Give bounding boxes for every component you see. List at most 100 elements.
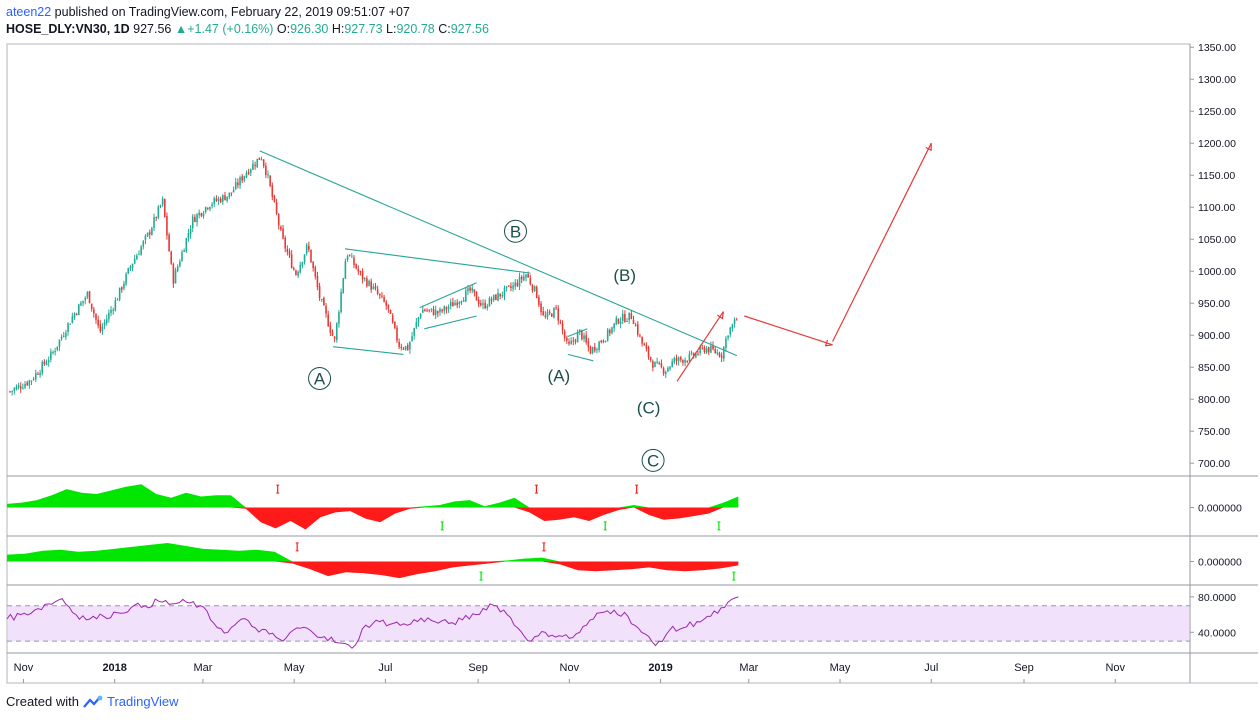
candle-body <box>469 287 471 291</box>
candle-body <box>299 264 302 273</box>
candle-body <box>277 214 280 226</box>
publish-info: published on TradingView.com, February 2… <box>51 5 410 19</box>
candle-body <box>383 296 385 302</box>
candle-body <box>142 241 145 247</box>
candle-body <box>568 341 570 344</box>
candle-body <box>720 355 723 358</box>
candle-body <box>340 291 342 312</box>
low-value: 920.78 <box>396 22 435 36</box>
candle-body <box>428 309 431 311</box>
symbol-name: HOSE_DLY:VN30, 1D <box>6 22 130 36</box>
candle-body <box>402 348 405 350</box>
candle-body <box>505 286 508 288</box>
author-link[interactable]: ateen22 <box>6 5 52 19</box>
price-tick-label: 950.00 <box>1198 298 1230 310</box>
candle-body <box>331 332 334 336</box>
candle-body <box>628 312 630 321</box>
candle-body <box>24 383 26 388</box>
candle-body <box>247 171 250 174</box>
candle-body <box>45 363 48 365</box>
candle-body <box>183 250 185 252</box>
candle-body <box>265 165 267 175</box>
time-tick-label: Jul <box>924 662 938 674</box>
candle-body <box>245 172 248 178</box>
candle-body <box>716 352 719 354</box>
candle-body <box>86 292 89 298</box>
candle-body <box>456 302 458 306</box>
candle-body <box>200 213 203 216</box>
candle-body <box>404 346 407 350</box>
candle-body <box>445 307 448 310</box>
candle-body <box>9 391 11 393</box>
wave-label: (B) <box>613 266 636 285</box>
price-tick-label: 1350.00 <box>1198 42 1236 54</box>
candle-body <box>105 318 108 324</box>
candle-body <box>194 217 196 222</box>
candle-body <box>581 330 583 340</box>
candle-body <box>619 321 622 325</box>
candle-body <box>217 198 220 202</box>
open-value: 926.30 <box>290 22 329 36</box>
candle-body <box>510 286 512 289</box>
candle-body <box>37 373 39 375</box>
candle-body <box>391 315 394 323</box>
candle-body <box>125 273 127 285</box>
candle-body <box>542 311 544 315</box>
candle-body <box>512 285 514 289</box>
candle-body <box>572 340 575 342</box>
trendline <box>332 346 404 355</box>
candle-body <box>419 313 422 318</box>
candle-body <box>658 363 661 365</box>
candle-body <box>477 299 480 305</box>
oscillator-2-axis-label: 0.000000 <box>1198 557 1242 569</box>
candle-body <box>540 303 542 313</box>
candle-body <box>643 343 646 346</box>
tradingview-logo-icon <box>83 695 103 708</box>
candle-body <box>518 276 521 287</box>
candle-body <box>480 303 482 306</box>
candle-body <box>136 255 138 260</box>
candle-body <box>230 192 233 194</box>
candle-body <box>669 366 671 369</box>
price-tick-label: 1250.00 <box>1198 106 1236 118</box>
candle-body <box>697 353 699 355</box>
footer-brand[interactable]: TradingView <box>106 694 179 709</box>
candle-body <box>52 351 54 354</box>
candle-body <box>559 321 562 323</box>
price-tick-label: 1150.00 <box>1198 170 1235 182</box>
candle-body <box>722 346 725 359</box>
candle-body <box>583 335 585 339</box>
price-change: +1.47 (+0.16%) <box>187 22 274 36</box>
up-triangle-icon: ▲ <box>174 22 188 36</box>
candle-body <box>185 238 188 252</box>
candle-body <box>159 205 162 207</box>
candle-body <box>525 274 527 278</box>
candle-body <box>335 323 338 340</box>
candle-body <box>550 313 553 317</box>
candle-body <box>604 340 607 343</box>
candle-body <box>387 304 390 310</box>
candle-body <box>615 318 618 325</box>
candle-body <box>323 297 325 306</box>
candle-body <box>73 313 76 318</box>
candle-body <box>67 323 69 332</box>
candle-body <box>327 314 329 327</box>
candle-body <box>344 261 347 279</box>
price-tick-label: 750.00 <box>1198 426 1230 438</box>
candle-body <box>41 362 44 374</box>
candle-body <box>90 303 93 310</box>
price-tick-label: 800.00 <box>1198 394 1230 406</box>
candle-body <box>28 380 31 386</box>
projection-arrowhead <box>717 311 724 320</box>
candle-body <box>596 348 598 350</box>
candle-body <box>417 317 420 323</box>
candle-body <box>686 360 689 362</box>
candle-body <box>153 217 155 228</box>
candle-body <box>22 387 24 389</box>
candle-body <box>449 302 452 306</box>
candle-body <box>174 270 177 284</box>
candle-body <box>103 322 106 326</box>
candle-body <box>553 307 555 318</box>
candle-body <box>241 176 243 181</box>
